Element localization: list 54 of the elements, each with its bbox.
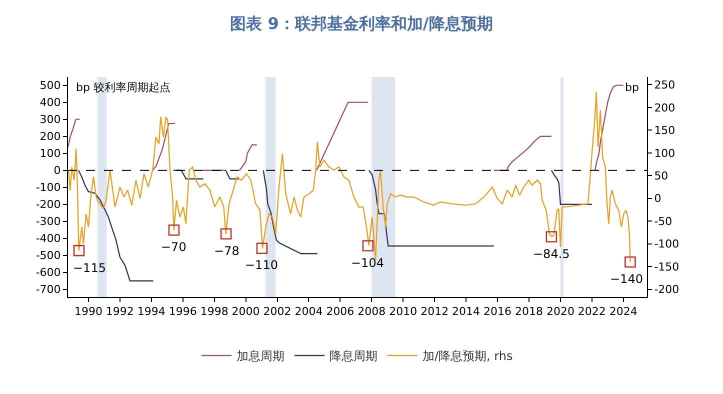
y-tick-label: -300 bbox=[36, 215, 61, 228]
annotation: bp bbox=[625, 81, 639, 94]
y-tick-label: 200 bbox=[40, 130, 61, 144]
annotation: −104 bbox=[351, 256, 384, 270]
annotation: −115 bbox=[73, 261, 106, 275]
x-tick-label: 2018 bbox=[515, 305, 543, 318]
x-tick-label: 1994 bbox=[137, 305, 166, 318]
x-tick-label: 2010 bbox=[389, 305, 418, 318]
y2-tick-label: -150 bbox=[654, 260, 680, 274]
y2-tick-label: 250 bbox=[654, 78, 676, 92]
x-tick-label: 2014 bbox=[452, 305, 480, 318]
y-tick-label: 500 bbox=[40, 79, 61, 92]
x-tick-label: 2000 bbox=[232, 305, 260, 318]
legend-label: 加/降息预期, rhs bbox=[422, 349, 513, 364]
x-tick-label: 1998 bbox=[200, 305, 228, 318]
y-tick-label: 100 bbox=[40, 147, 61, 160]
x-tick-label: 1990 bbox=[74, 305, 102, 318]
x-tick-label: 1996 bbox=[168, 305, 197, 318]
y-tick-label: 0 bbox=[54, 164, 61, 178]
annotation: bp 较利率周期起点 bbox=[76, 81, 170, 94]
y2-tick-label: 200 bbox=[654, 101, 676, 114]
annotation: −84.5 bbox=[533, 247, 570, 261]
x-tick-label: 2008 bbox=[358, 305, 386, 318]
y-tick-label: -500 bbox=[36, 249, 61, 262]
y-tick-label: -600 bbox=[36, 266, 61, 280]
chart-title: 图表 9：联邦基金利率和加/降息预期 bbox=[230, 14, 493, 33]
x-tick-label: 2024 bbox=[609, 305, 638, 318]
x-tick-label: 2004 bbox=[294, 305, 323, 318]
x-tick-label: 2020 bbox=[546, 305, 574, 318]
y-tick-label: 300 bbox=[40, 113, 61, 126]
x-tick-label: 2002 bbox=[263, 305, 292, 318]
legend-label: 降息周期 bbox=[330, 349, 378, 364]
x-tick-label: 2016 bbox=[484, 305, 512, 318]
x-tick-label: 2006 bbox=[326, 305, 354, 318]
y2-tick-label: -100 bbox=[654, 238, 680, 251]
legend-label: 加息周期 bbox=[236, 349, 284, 364]
y-tick-label: -400 bbox=[36, 232, 61, 246]
y2-tick-label: -200 bbox=[654, 283, 680, 296]
annotation: −110 bbox=[245, 258, 278, 272]
x-tick-label: 2022 bbox=[578, 305, 606, 318]
y-tick-label: -200 bbox=[36, 198, 61, 212]
y-tick-label: 400 bbox=[40, 96, 61, 110]
annotation: −140 bbox=[610, 272, 643, 286]
y2-tick-label: 50 bbox=[654, 169, 668, 182]
x-tick-label: 1992 bbox=[106, 305, 134, 318]
y-tick-label: -100 bbox=[36, 181, 61, 194]
annotation: −70 bbox=[161, 240, 186, 254]
y2-tick-label: 0 bbox=[654, 192, 662, 206]
y2-tick-label: 150 bbox=[654, 124, 676, 138]
y2-tick-label: -50 bbox=[654, 214, 672, 228]
annotation: −78 bbox=[214, 244, 240, 258]
x-tick-label: 2012 bbox=[420, 305, 449, 318]
y-tick-label: -700 bbox=[36, 283, 61, 296]
y2-tick-label: 100 bbox=[654, 146, 676, 160]
